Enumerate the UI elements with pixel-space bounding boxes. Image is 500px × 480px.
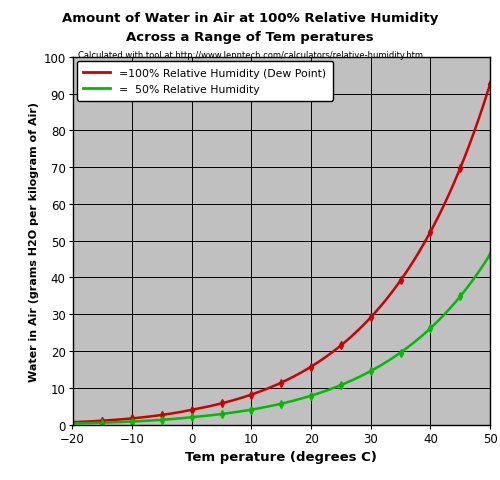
=  50% Relative Humidity	[70, 420, 75, 426]
=  50% Relative Humidity	[270, 403, 276, 408]
Legend: =100% Relative Humidity (Dew Point), =  50% Relative Humidity: =100% Relative Humidity (Dew Point), = 5…	[77, 62, 332, 101]
=100% Relative Humidity (Dew Point)	[487, 82, 493, 88]
Line: =  50% Relative Humidity: = 50% Relative Humidity	[72, 255, 490, 423]
=100% Relative Humidity (Dew Point)	[270, 384, 276, 389]
=100% Relative Humidity (Dew Point)	[477, 113, 483, 119]
Y-axis label: Water in Air (grams H2O per kilogram of Air): Water in Air (grams H2O per kilogram of …	[29, 101, 39, 381]
=100% Relative Humidity (Dew Point)	[318, 358, 324, 363]
=  50% Relative Humidity	[477, 267, 483, 273]
Text: Calculated with tool at http://www.lenntech.com/calculators/relative-humidity.ht: Calculated with tool at http://www.lennt…	[78, 50, 422, 60]
Line: =100% Relative Humidity (Dew Point): =100% Relative Humidity (Dew Point)	[72, 85, 490, 422]
=  50% Relative Humidity	[318, 390, 324, 396]
=  50% Relative Humidity	[487, 252, 493, 258]
=100% Relative Humidity (Dew Point)	[412, 257, 418, 263]
=  50% Relative Humidity	[296, 396, 302, 402]
X-axis label: Tem perature (degrees C): Tem perature (degrees C)	[186, 450, 377, 463]
=100% Relative Humidity (Dew Point)	[268, 384, 274, 390]
=  50% Relative Humidity	[268, 403, 274, 409]
=  50% Relative Humidity	[412, 339, 418, 345]
=100% Relative Humidity (Dew Point)	[70, 420, 75, 425]
Text: Amount of Water in Air at 100% Relative Humidity: Amount of Water in Air at 100% Relative …	[62, 12, 438, 25]
=100% Relative Humidity (Dew Point)	[296, 372, 302, 377]
Text: Across a Range of Tem peratures: Across a Range of Tem peratures	[126, 31, 374, 44]
